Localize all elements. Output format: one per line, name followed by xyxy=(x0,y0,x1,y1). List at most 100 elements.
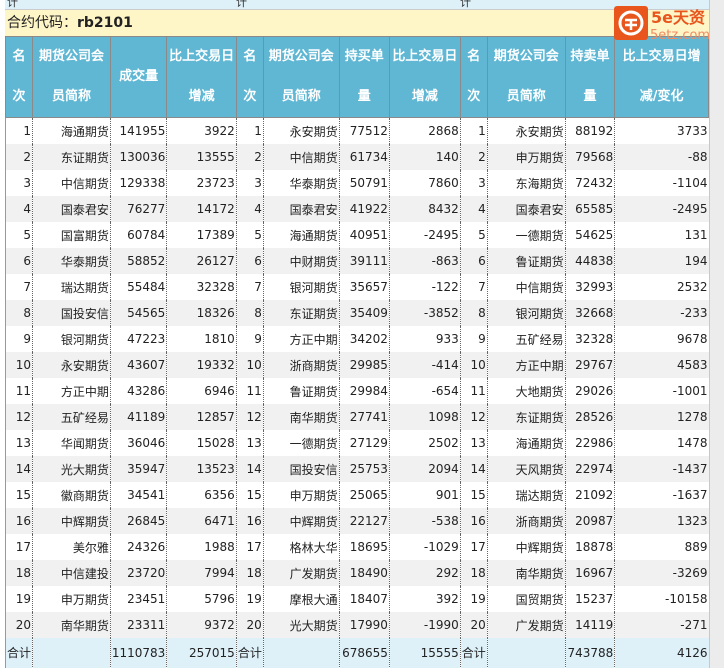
table-row: 3 中信期货 129338 23723 3 华泰期货 50791 7860 3 东海期货 72432… xyxy=(5,170,709,196)
table-row: 1 海通期货 141955 3922 1 永安期货 77512 2868 1 永安期货 88192 3… xyxy=(5,117,709,144)
rank-cell: 19 xyxy=(5,586,33,612)
volume-change-cell: 19332 xyxy=(166,352,237,378)
company-cell: 一德期货 xyxy=(262,430,340,456)
rank-cell: 12 xyxy=(235,404,264,430)
company-cell: 永安期货 xyxy=(486,117,566,144)
total-label: 合计 xyxy=(459,638,488,668)
short-change-cell: 3733 xyxy=(614,117,709,144)
table-row: 12 五矿经易 41189 12857 12 南华期货 27741 1098 12 东证期货 285… xyxy=(5,404,709,430)
short-change-cell: 9678 xyxy=(614,326,709,352)
rank-cell: 18 xyxy=(5,560,33,586)
short-change-cell: -88 xyxy=(614,144,709,170)
volume-cell: 58852 xyxy=(109,248,167,274)
volume-change-cell: 15028 xyxy=(166,430,237,456)
company-cell: 中辉期货 xyxy=(486,534,566,560)
long-change-cell: -414 xyxy=(388,352,461,378)
long-qty-cell: 27741 xyxy=(338,404,390,430)
volume-cell: 129338 xyxy=(109,170,167,196)
short-qty-cell: 28526 xyxy=(564,404,615,430)
table-row: 6 华泰期货 58852 26127 6 中财期货 39111 -863 6 鲁证期货 44838 1… xyxy=(5,248,709,274)
company-cell: 天风期货 xyxy=(486,456,566,482)
company-cell: 申万期货 xyxy=(32,586,111,612)
header-volume: 成交量 xyxy=(109,36,168,118)
company-cell: 华泰期货 xyxy=(262,170,340,196)
volume-cell: 23451 xyxy=(109,586,167,612)
short-qty-cell: 20987 xyxy=(564,508,615,534)
total-label: 合计 xyxy=(5,638,33,668)
long-qty-cell: 77512 xyxy=(338,117,390,144)
short-change-cell: 4583 xyxy=(614,352,709,378)
rank-cell: 1 xyxy=(5,117,33,144)
total-volume-change: 257015 xyxy=(166,638,237,668)
table-row: 13 华闻期货 36046 15028 13 一德期货 27129 2502 13 海通期货 229… xyxy=(5,430,709,456)
short-qty-cell: 65585 xyxy=(564,196,615,222)
company-cell: 东证期货 xyxy=(486,404,566,430)
company-cell: 美尔雅 xyxy=(32,534,111,560)
company-cell: 国泰君安 xyxy=(262,196,340,222)
volume-change-cell: 9372 xyxy=(166,612,237,638)
volume-change-cell: 14172 xyxy=(166,196,237,222)
long-change-cell: -1029 xyxy=(388,534,461,560)
volume-cell: 60784 xyxy=(109,222,167,248)
rank-cell: 20 xyxy=(5,612,33,638)
short-qty-cell: 88192 xyxy=(564,117,615,144)
rank-cell: 9 xyxy=(235,326,264,352)
table-row: 20 南华期货 23311 9372 20 光大期货 17990 -1990 20 广发期货 141… xyxy=(5,612,709,638)
long-qty-cell: 18490 xyxy=(338,560,390,586)
long-qty-cell: 25753 xyxy=(338,456,390,482)
long-qty-cell: 29985 xyxy=(338,352,390,378)
rank-cell: 1 xyxy=(459,117,488,144)
table-row: 11 方正中期 43286 6946 11 鲁证期货 29984 -654 11 大地期货 2902… xyxy=(5,378,709,404)
header-rank: 名次 xyxy=(5,36,34,118)
volume-change-cell: 26127 xyxy=(166,248,237,274)
header-short: 持卖单量 xyxy=(564,36,616,118)
company-cell: 鲁证期货 xyxy=(262,378,340,404)
rank-cell: 13 xyxy=(459,430,488,456)
rank-cell: 8 xyxy=(5,300,33,326)
volume-cell: 43607 xyxy=(109,352,167,378)
fragment-text: 计 xyxy=(7,0,18,9)
short-change-cell: 194 xyxy=(614,248,709,274)
vertical-scrollbar[interactable] xyxy=(709,0,724,668)
company-cell: 方正中期 xyxy=(32,378,111,404)
table-row: 19 申万期货 23451 5796 19 摩根大通 18407 392 19 国贸期货 15237… xyxy=(5,586,709,612)
company-cell: 东证期货 xyxy=(32,144,111,170)
long-change-cell: 901 xyxy=(388,482,461,508)
long-change-cell: 7860 xyxy=(388,170,461,196)
company-cell: 广发期货 xyxy=(486,612,566,638)
rank-cell: 10 xyxy=(235,352,264,378)
long-qty-cell: 40951 xyxy=(338,222,390,248)
volume-cell: 23720 xyxy=(109,560,167,586)
short-change-cell: 131 xyxy=(614,222,709,248)
rank-cell: 10 xyxy=(5,352,33,378)
volume-change-cell: 6471 xyxy=(166,508,237,534)
rank-cell: 16 xyxy=(5,508,33,534)
rank-cell: 16 xyxy=(235,508,264,534)
company-cell: 中信期货 xyxy=(32,170,111,196)
short-qty-cell: 79568 xyxy=(564,144,615,170)
rank-cell: 2 xyxy=(235,144,264,170)
short-qty-cell: 29767 xyxy=(564,352,615,378)
table-row: 18 中信建投 23720 7994 18 广发期货 18490 292 18 南华期货 16967… xyxy=(5,560,709,586)
volume-change-cell: 32328 xyxy=(166,274,237,300)
table-row: 9 银河期货 47223 1810 9 方正中期 34202 933 9 五矿经易 32328 967… xyxy=(5,326,709,352)
rank-cell: 20 xyxy=(459,612,488,638)
company-cell: 广发期货 xyxy=(262,560,340,586)
rank-cell: 19 xyxy=(235,586,264,612)
header-volume-change: 比上交易日 增减 xyxy=(166,36,237,118)
company-cell: 华泰期货 xyxy=(32,248,111,274)
rank-cell: 4 xyxy=(5,196,33,222)
long-qty-cell: 22127 xyxy=(338,508,390,534)
header-long-change: 比上交易日 增减 xyxy=(388,36,461,118)
volume-cell: 47223 xyxy=(109,326,167,352)
short-qty-cell: 72432 xyxy=(564,170,615,196)
long-change-cell: 2502 xyxy=(388,430,461,456)
company-cell: 银河期货 xyxy=(486,300,566,326)
rank-cell: 16 xyxy=(459,508,488,534)
short-change-cell: -3269 xyxy=(614,560,709,586)
company-cell: 浙商期货 xyxy=(486,508,566,534)
short-qty-cell: 15237 xyxy=(564,586,615,612)
table-row: 16 中辉期货 26845 6471 16 中辉期货 22127 -538 16 浙商期货 2098… xyxy=(5,508,709,534)
short-change-cell: 2532 xyxy=(614,274,709,300)
volume-cell: 130036 xyxy=(109,144,167,170)
